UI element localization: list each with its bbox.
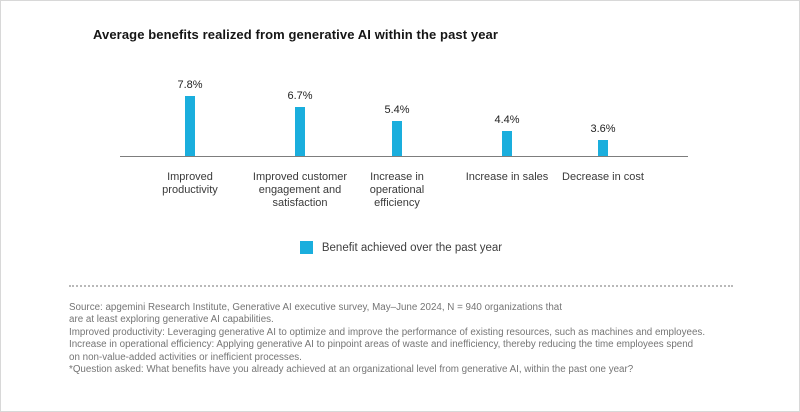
footnote-line: are at least exploring generative AI cap… xyxy=(69,314,274,326)
footnote: Source: apgemini Research Institute, Gen… xyxy=(69,302,759,376)
footnote-line: *Question asked: What benefits have you … xyxy=(69,364,634,376)
bar-value-label: 6.7% xyxy=(287,90,313,102)
legend-swatch xyxy=(299,241,313,254)
dotted-separator xyxy=(69,285,733,287)
chart-title: Average benefits realized from generativ… xyxy=(93,27,499,42)
footnote-line: Increase in operational efficiency: Appl… xyxy=(69,339,694,351)
bar xyxy=(392,121,402,156)
bar-value-label: 3.6% xyxy=(590,123,616,135)
bar xyxy=(185,96,195,156)
category-label: Increase in operational efficiency xyxy=(369,171,425,209)
chart-legend: Benefit achieved over the past year xyxy=(1,241,799,254)
category-label: Improved customer engagement and satisfa… xyxy=(252,171,348,209)
legend-label: Benefit achieved over the past year xyxy=(321,241,503,254)
bar-value-label: 7.8% xyxy=(177,79,203,91)
footnote-line: Source: apgemini Research Institute, Gen… xyxy=(69,302,562,313)
footnote-line: Improved productivity: Leveraging genera… xyxy=(69,326,706,338)
bar-value-label: 4.4% xyxy=(494,114,520,126)
category-label: Increase in sales xyxy=(465,171,549,183)
footnote-line: on non-value-added activities or ineffic… xyxy=(69,351,302,363)
bar-value-label: 5.4% xyxy=(384,104,410,116)
bar xyxy=(598,140,608,156)
category-label: Improved productivity xyxy=(162,171,218,196)
x-axis-line xyxy=(120,156,688,157)
bar xyxy=(502,131,512,156)
category-label: Decrease in cost xyxy=(562,171,644,183)
bar xyxy=(295,107,305,156)
